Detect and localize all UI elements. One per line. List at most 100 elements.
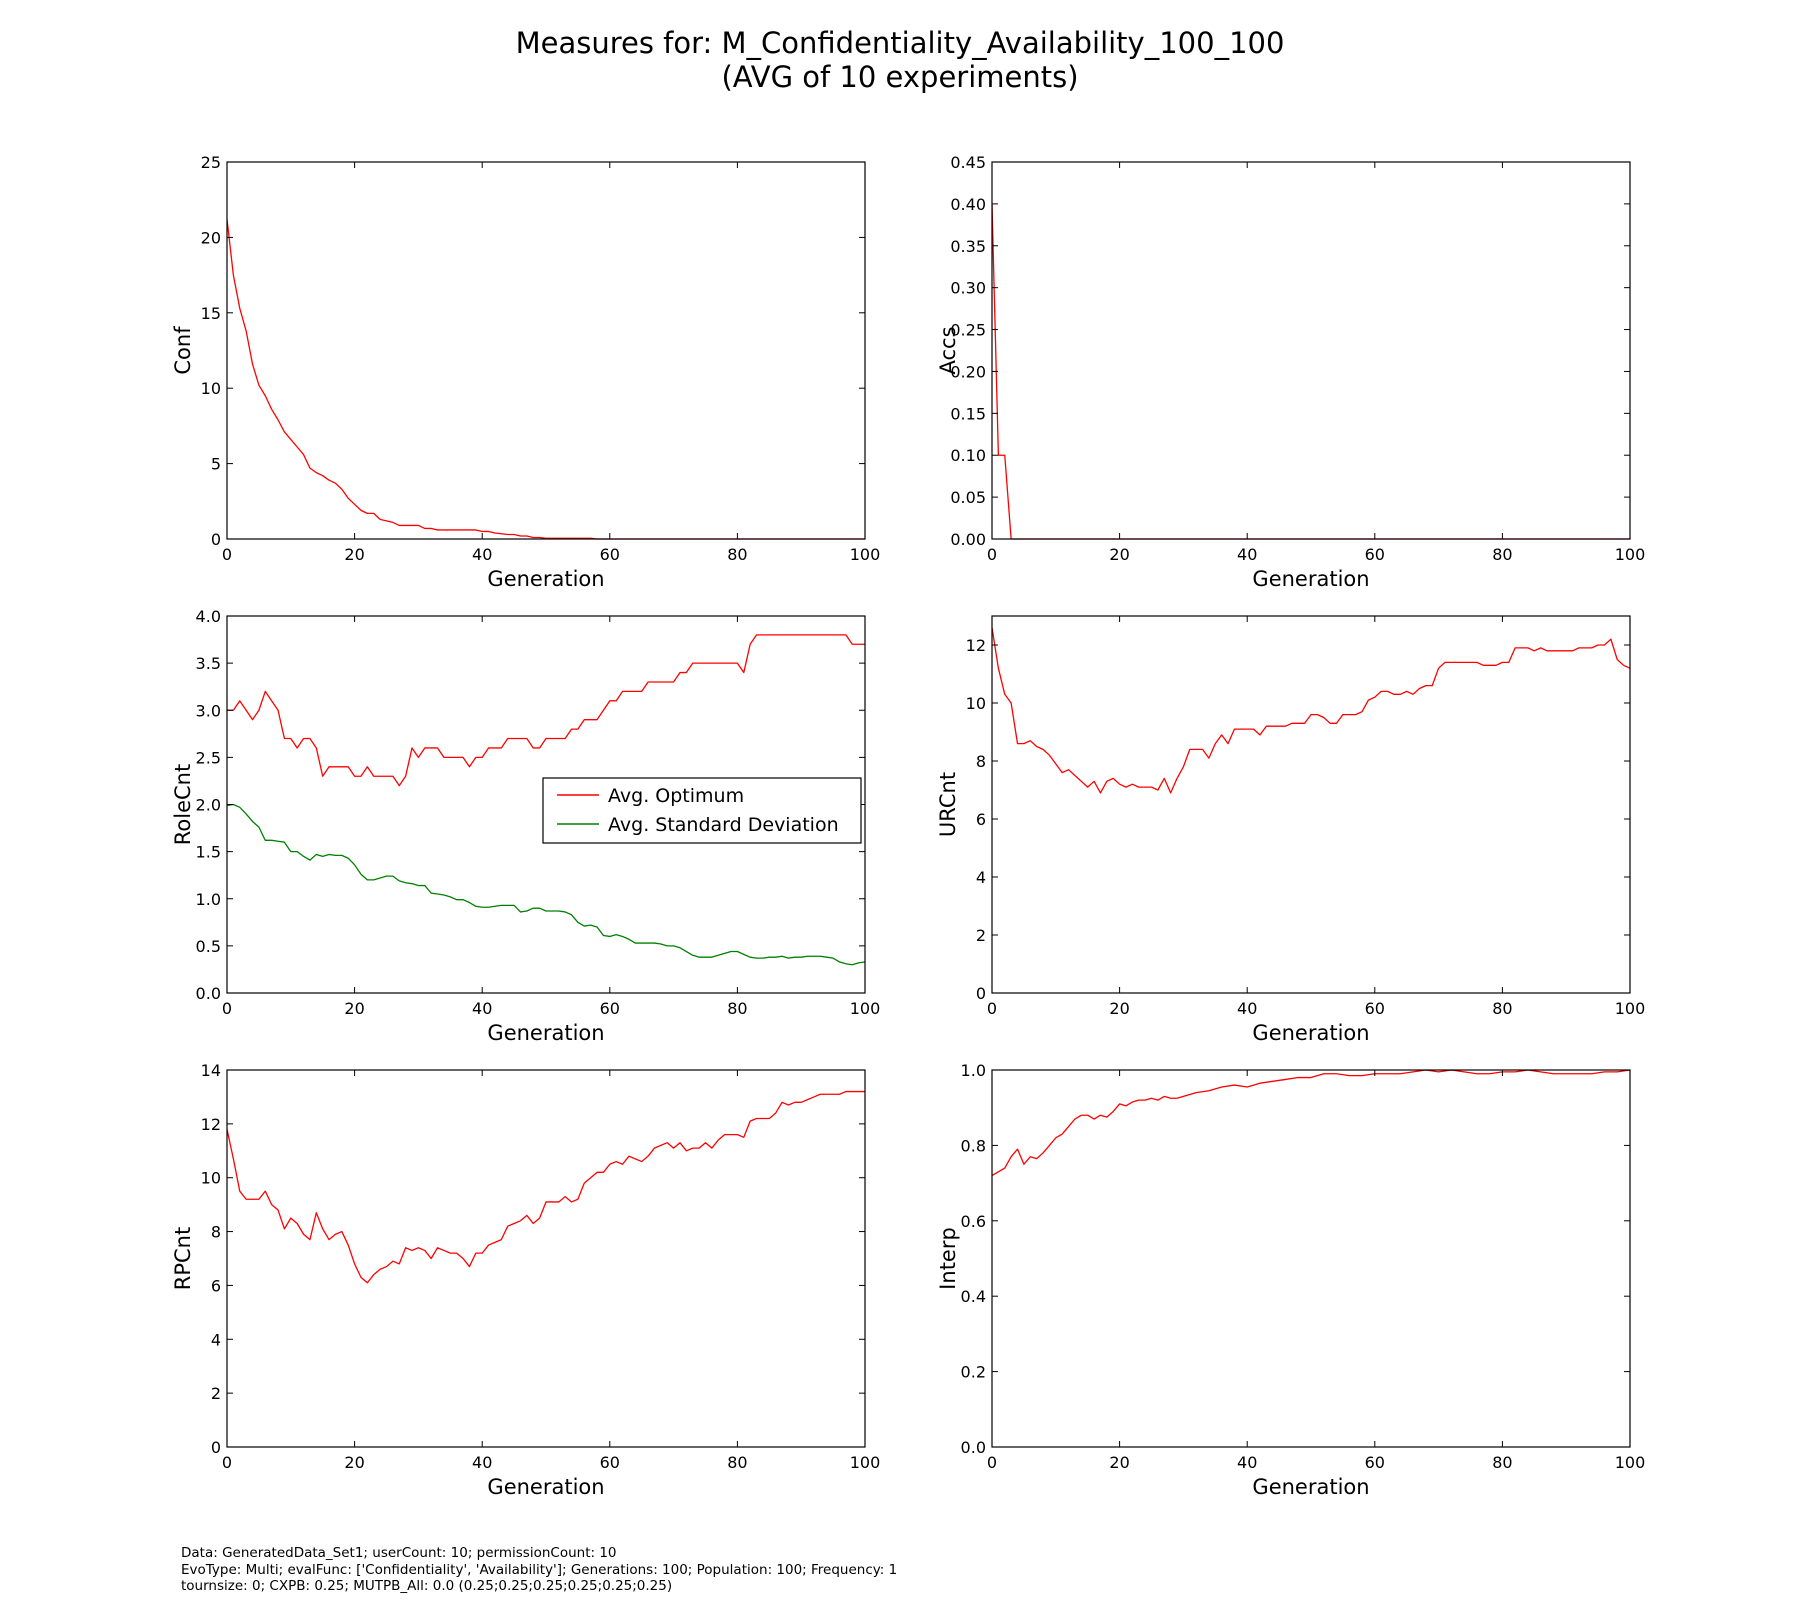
urcnt-xtick-label: 40 bbox=[1237, 999, 1257, 1018]
rolecnt-ytick-label: 3.0 bbox=[196, 701, 221, 720]
panel-interp: 0 20 40 60 80 100 0.0 0.2 0.4 0.6 0.8 1.0 Generation… bbox=[936, 1061, 1645, 1499]
rolecnt-xtick-label: 0 bbox=[222, 999, 232, 1018]
conf-xtick-label: 60 bbox=[600, 545, 620, 564]
rpcnt-xtick-label: 100 bbox=[850, 1453, 881, 1472]
accs-xtick-label: 80 bbox=[1492, 545, 1512, 564]
rolecnt-xtick-label: 80 bbox=[727, 999, 747, 1018]
figure-title-line1: Measures for: M_Confidentiality_Availabi… bbox=[515, 26, 1285, 60]
rpcnt-ytick-label: 8 bbox=[211, 1223, 221, 1242]
accs-ylabel: Accs bbox=[936, 326, 960, 374]
rpcnt-ytick-label: 12 bbox=[201, 1115, 221, 1134]
urcnt-xlabel: Generation bbox=[1252, 1021, 1369, 1045]
accs-xtick-label: 60 bbox=[1365, 545, 1385, 564]
urcnt-ytick-label: 10 bbox=[966, 694, 986, 713]
conf-series-0-line bbox=[227, 219, 865, 540]
rpcnt-plot-frame bbox=[226, 1069, 866, 1448]
accs-xtick-label: 20 bbox=[1109, 545, 1129, 564]
accs-xtick-label: 0 bbox=[987, 545, 997, 564]
interp-xtick-label: 0 bbox=[987, 1453, 997, 1472]
interp-ytick-label: 1.0 bbox=[961, 1061, 986, 1080]
accs-ytick-label: 0.10 bbox=[950, 446, 986, 465]
urcnt-xtick-label: 0 bbox=[987, 999, 997, 1018]
rolecnt-ytick-label: 1.0 bbox=[196, 890, 221, 909]
rolecnt-ylabel: RoleCnt bbox=[171, 764, 195, 845]
accs-ytick-label: 0.15 bbox=[950, 404, 986, 423]
interp-series-0-line bbox=[992, 1069, 1630, 1177]
urcnt-ytick-label: 4 bbox=[976, 868, 986, 887]
conf-plot-frame bbox=[226, 161, 866, 540]
urcnt-ytick-label: 12 bbox=[966, 636, 986, 655]
rpcnt-xtick-label: 60 bbox=[600, 1453, 620, 1472]
rpcnt-ytick-label: 6 bbox=[211, 1276, 221, 1295]
accs-plot-frame bbox=[991, 161, 1631, 540]
panel-accs: 0 20 40 60 80 100 0.00 0.05 0.10 0.15 0.20 0.25 0.30… bbox=[936, 153, 1645, 591]
rolecnt-legend: Avg. Optimum Avg. Standard Deviation bbox=[542, 777, 862, 844]
interp-plot-frame bbox=[991, 1069, 1631, 1448]
figure-footer: Data: GeneratedData_Set1; userCount: 10;… bbox=[181, 1545, 897, 1595]
rolecnt-xtick-label: 40 bbox=[472, 999, 492, 1018]
rpcnt-xtick-label: 20 bbox=[344, 1453, 364, 1472]
conf-xtick-label: 40 bbox=[472, 545, 492, 564]
rpcnt-ytick-label: 10 bbox=[201, 1169, 221, 1188]
urcnt-xtick-label: 80 bbox=[1492, 999, 1512, 1018]
panel-rpcnt: 0 20 40 60 80 100 0 2 4 6 8 10 12 14 Generation RPCnt bbox=[171, 1061, 880, 1499]
footer-line3: tournsize: 0; CXPB: 0.25; MUTPB_All: 0.0… bbox=[181, 1578, 673, 1594]
rolecnt-ytick-label: 1.5 bbox=[196, 843, 221, 862]
interp-xtick-label: 20 bbox=[1109, 1453, 1129, 1472]
accs-xtick-label: 40 bbox=[1237, 545, 1257, 564]
rpcnt-xtick-label: 80 bbox=[727, 1453, 747, 1472]
interp-ytick-label: 0.6 bbox=[961, 1212, 986, 1231]
rpcnt-xlabel: Generation bbox=[487, 1475, 604, 1499]
conf-xtick-label: 80 bbox=[727, 545, 747, 564]
rolecnt-xtick-label: 20 bbox=[344, 999, 364, 1018]
rpcnt-ytick-label: 2 bbox=[211, 1384, 221, 1403]
conf-ylabel: Conf bbox=[171, 326, 195, 375]
accs-ytick-label: 0.35 bbox=[950, 237, 986, 256]
urcnt-ytick-label: 2 bbox=[976, 926, 986, 945]
conf-ytick-label: 15 bbox=[201, 304, 221, 323]
accs-ytick-label: 0.30 bbox=[950, 279, 986, 298]
interp-ytick-label: 0.2 bbox=[961, 1363, 986, 1382]
figure-title: Measures for: M_Confidentiality_Availabi… bbox=[0, 26, 1800, 94]
urcnt-ytick-label: 6 bbox=[976, 810, 986, 829]
rolecnt-xtick-label: 60 bbox=[600, 999, 620, 1018]
rpcnt-ytick-label: 4 bbox=[211, 1330, 221, 1349]
rpcnt-ytick-label: 14 bbox=[201, 1061, 221, 1080]
conf-xtick-label: 20 bbox=[344, 545, 364, 564]
urcnt-ylabel: URCnt bbox=[936, 772, 960, 837]
conf-xlabel: Generation bbox=[487, 567, 604, 591]
urcnt-xtick-label: 60 bbox=[1365, 999, 1385, 1018]
interp-xtick-label: 40 bbox=[1237, 1453, 1257, 1472]
legend-box bbox=[542, 777, 862, 844]
rpcnt-xtick-label: 40 bbox=[472, 1453, 492, 1472]
urcnt-plot-frame bbox=[991, 615, 1631, 994]
rolecnt-ytick-label: 0.5 bbox=[196, 937, 221, 956]
accs-ytick-label: 0.00 bbox=[950, 530, 986, 549]
conf-xtick-label: 0 bbox=[222, 545, 232, 564]
urcnt-xtick-label: 100 bbox=[1615, 999, 1646, 1018]
accs-xlabel: Generation bbox=[1252, 567, 1369, 591]
conf-ytick-label: 5 bbox=[211, 455, 221, 474]
interp-ytick-label: 0.4 bbox=[961, 1287, 986, 1306]
figure-title-line2: (AVG of 10 experiments) bbox=[721, 60, 1079, 94]
rolecnt-series-1-line bbox=[227, 803, 865, 966]
urcnt-ytick-label: 8 bbox=[976, 752, 986, 771]
rolecnt-xlabel: Generation bbox=[487, 1021, 604, 1045]
interp-xtick-label: 100 bbox=[1615, 1453, 1646, 1472]
rolecnt-ytick-label: 3.5 bbox=[196, 654, 221, 673]
urcnt-xtick-label: 20 bbox=[1109, 999, 1129, 1018]
rpcnt-xtick-label: 0 bbox=[222, 1453, 232, 1472]
legend-label-0: Avg. Optimum bbox=[608, 785, 744, 807]
footer-line1: Data: GeneratedData_Set1; userCount: 10;… bbox=[181, 1545, 617, 1561]
conf-ytick-label: 0 bbox=[211, 530, 221, 549]
accs-ytick-label: 0.45 bbox=[950, 153, 986, 172]
accs-ytick-label: 0.05 bbox=[950, 488, 986, 507]
panel-rolecnt: 0 20 40 60 80 100 0.0 0.5 1.0 1.5 2.0 2.5 3.0 3.5 4.0 G… bbox=[171, 607, 880, 1045]
conf-ytick-label: 20 bbox=[201, 228, 221, 247]
interp-xlabel: Generation bbox=[1252, 1475, 1369, 1499]
legend-label-1: Avg. Standard Deviation bbox=[608, 814, 839, 836]
interp-xtick-label: 60 bbox=[1365, 1453, 1385, 1472]
rolecnt-xtick-label: 100 bbox=[850, 999, 881, 1018]
rolecnt-ytick-label: 2.0 bbox=[196, 796, 221, 815]
panel-urcnt: 0 20 40 60 80 100 0 2 4 6 8 10 12 Generation URCnt bbox=[936, 615, 1646, 1045]
